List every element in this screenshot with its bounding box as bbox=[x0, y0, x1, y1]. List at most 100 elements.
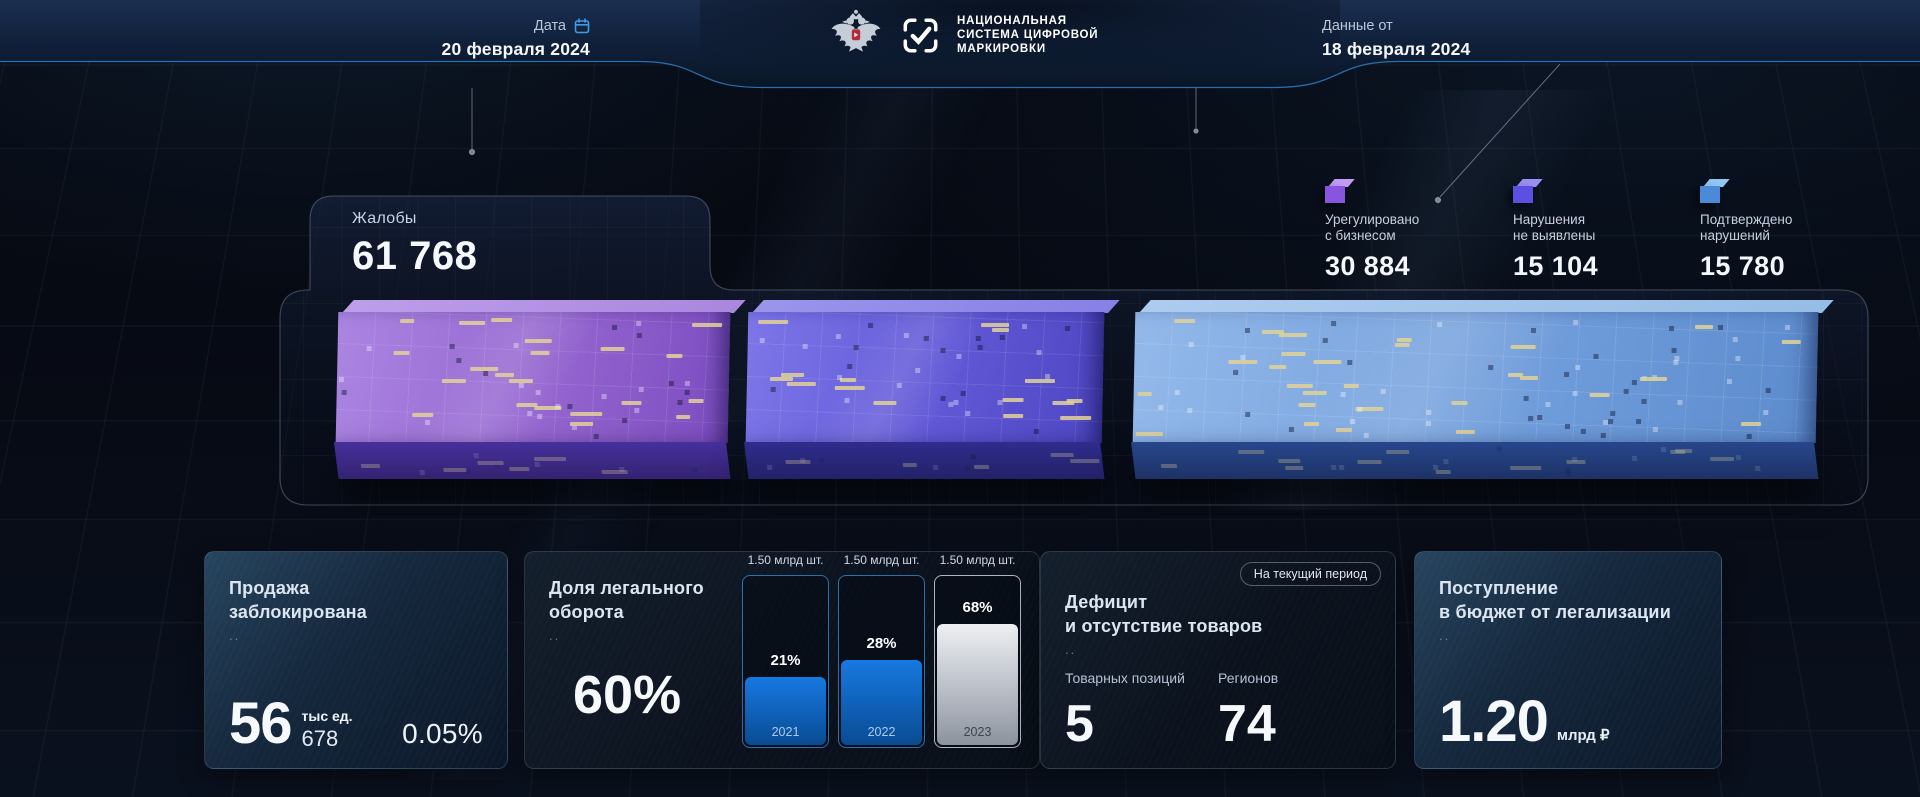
texture-speck bbox=[1052, 400, 1075, 405]
texture-speck bbox=[1000, 335, 1006, 341]
texture-speck bbox=[1302, 391, 1327, 396]
texture-speck bbox=[834, 386, 866, 391]
texture-speck bbox=[1338, 464, 1345, 470]
texture-speck bbox=[338, 377, 345, 383]
texture-speck bbox=[1363, 432, 1369, 438]
digital-marking-logo-icon bbox=[903, 18, 938, 52]
texture-speck bbox=[1024, 379, 1056, 384]
texture-speck bbox=[1286, 383, 1313, 388]
texture-speck bbox=[601, 394, 607, 400]
texture-speck bbox=[953, 399, 959, 405]
texture-speck bbox=[571, 425, 577, 431]
texture-speck bbox=[1433, 465, 1439, 471]
budget-value: 1.20 bbox=[1439, 689, 1549, 754]
texture-speck bbox=[688, 399, 704, 404]
texture-speck bbox=[759, 337, 765, 343]
texture-speck bbox=[1610, 410, 1616, 416]
texture-speck bbox=[1640, 376, 1668, 381]
date-label: Дата bbox=[533, 18, 566, 34]
metric-positions: Товарных позиций 5 bbox=[1065, 670, 1218, 753]
texture-speck bbox=[1762, 409, 1769, 415]
metric-regions: Регионов 74 bbox=[1218, 670, 1371, 750]
texture-speck bbox=[1741, 421, 1762, 426]
card-subtitle-dots: .. bbox=[1065, 642, 1077, 657]
texture-speck bbox=[412, 412, 434, 417]
texture-speck bbox=[569, 422, 594, 427]
texture-speck bbox=[1635, 418, 1641, 424]
blocked-percent: 0.05% bbox=[402, 718, 483, 749]
texture-speck bbox=[1357, 460, 1382, 464]
legend-cube-purple-icon bbox=[1325, 176, 1355, 203]
texture-speck bbox=[976, 336, 982, 342]
texture-speck bbox=[902, 462, 918, 467]
texture-speck bbox=[1340, 392, 1346, 398]
texture-speck bbox=[1660, 447, 1667, 453]
date-picker[interactable]: Дата 20 февраля 2024 bbox=[400, 18, 590, 60]
mini-bar-2022: 1.50 млрд шт. 28% 2022 bbox=[838, 553, 925, 748]
texture-speck bbox=[1754, 465, 1761, 471]
card-deficit: На текущий период Дефицит и отсутствие то… bbox=[1040, 551, 1396, 769]
calendar-icon[interactable] bbox=[574, 18, 590, 34]
texture-speck bbox=[519, 383, 525, 389]
texture-speck bbox=[836, 334, 842, 340]
texture-speck bbox=[1261, 329, 1285, 334]
texture-speck bbox=[1002, 398, 1024, 403]
texture-speck bbox=[1530, 328, 1536, 334]
texture-speck bbox=[536, 413, 542, 419]
texture-speck bbox=[1357, 406, 1363, 412]
texture-speck bbox=[1509, 465, 1542, 470]
texture-speck bbox=[1435, 469, 1451, 474]
texture-speck bbox=[612, 324, 618, 330]
texture-speck bbox=[634, 408, 640, 414]
texture-speck bbox=[1589, 392, 1610, 397]
texture-speck bbox=[853, 344, 859, 350]
mini-bar-2021: 1.50 млрд шт. 21% 2021 bbox=[742, 553, 829, 748]
texture-speck bbox=[1425, 420, 1431, 426]
texture-speck bbox=[1228, 359, 1258, 364]
card-title: Поступление в бюджет от легализации bbox=[1439, 578, 1671, 622]
legend-item-no-violations: Нарушения не выявлены 15 104 bbox=[1513, 176, 1693, 282]
texture-speck bbox=[981, 322, 1010, 327]
texture-speck bbox=[1436, 322, 1443, 328]
texture-speck bbox=[964, 466, 971, 472]
texture-speck bbox=[1335, 427, 1352, 432]
mini-bar-percent: 21% bbox=[770, 651, 801, 669]
brand-text: НАЦИОНАЛЬНАЯ СИСТЕМА ЦИФРОВОЙ МАРКИРОВКИ bbox=[957, 15, 1099, 55]
texture-speck bbox=[1608, 418, 1614, 424]
texture-speck bbox=[1350, 418, 1356, 424]
texture-speck bbox=[1298, 403, 1316, 408]
metric-value: 5 bbox=[1065, 695, 1094, 753]
legend-value: 30 884 bbox=[1325, 251, 1410, 281]
data-from-block: Данные от 18 февраля 2024 bbox=[1322, 18, 1470, 60]
mini-bar-2023: 1.50 млрд шт. 68% 2023 bbox=[934, 553, 1021, 748]
texture-speck bbox=[956, 354, 962, 360]
card-title: Продажа заблокирована bbox=[229, 578, 367, 622]
texture-speck bbox=[868, 322, 874, 328]
texture-speck bbox=[970, 453, 977, 459]
texture-speck bbox=[1566, 460, 1586, 465]
mini-bar-cap: 1.50 млрд шт. bbox=[843, 553, 920, 567]
texture-speck bbox=[940, 396, 946, 402]
texture-speck bbox=[1652, 427, 1658, 433]
texture-speck bbox=[1732, 337, 1738, 343]
texture-speck bbox=[978, 344, 984, 350]
legend-item-confirmed: Подтверждено нарушений 15 780 bbox=[1700, 176, 1880, 282]
texture-speck bbox=[1632, 455, 1638, 461]
legend-value: 15 104 bbox=[1513, 251, 1598, 281]
card-sales-blocked: Продажа заблокирована .. 56 тыс ед. 678 0… bbox=[204, 551, 508, 769]
mini-bar-percent: 68% bbox=[962, 598, 993, 616]
texture-speck bbox=[1456, 430, 1476, 435]
texture-speck bbox=[636, 320, 642, 326]
bar-segment-no-violations bbox=[744, 300, 1120, 480]
texture-speck bbox=[1278, 333, 1308, 338]
texture-speck bbox=[758, 319, 789, 324]
texture-speck bbox=[491, 318, 512, 323]
texture-speck bbox=[621, 400, 642, 405]
texture-speck bbox=[691, 323, 722, 328]
texture-speck bbox=[1070, 459, 1100, 464]
texture-speck bbox=[442, 378, 467, 383]
texture-speck bbox=[638, 386, 644, 392]
texture-speck bbox=[1137, 391, 1152, 396]
texture-speck bbox=[1641, 399, 1647, 405]
texture-speck bbox=[770, 386, 776, 392]
